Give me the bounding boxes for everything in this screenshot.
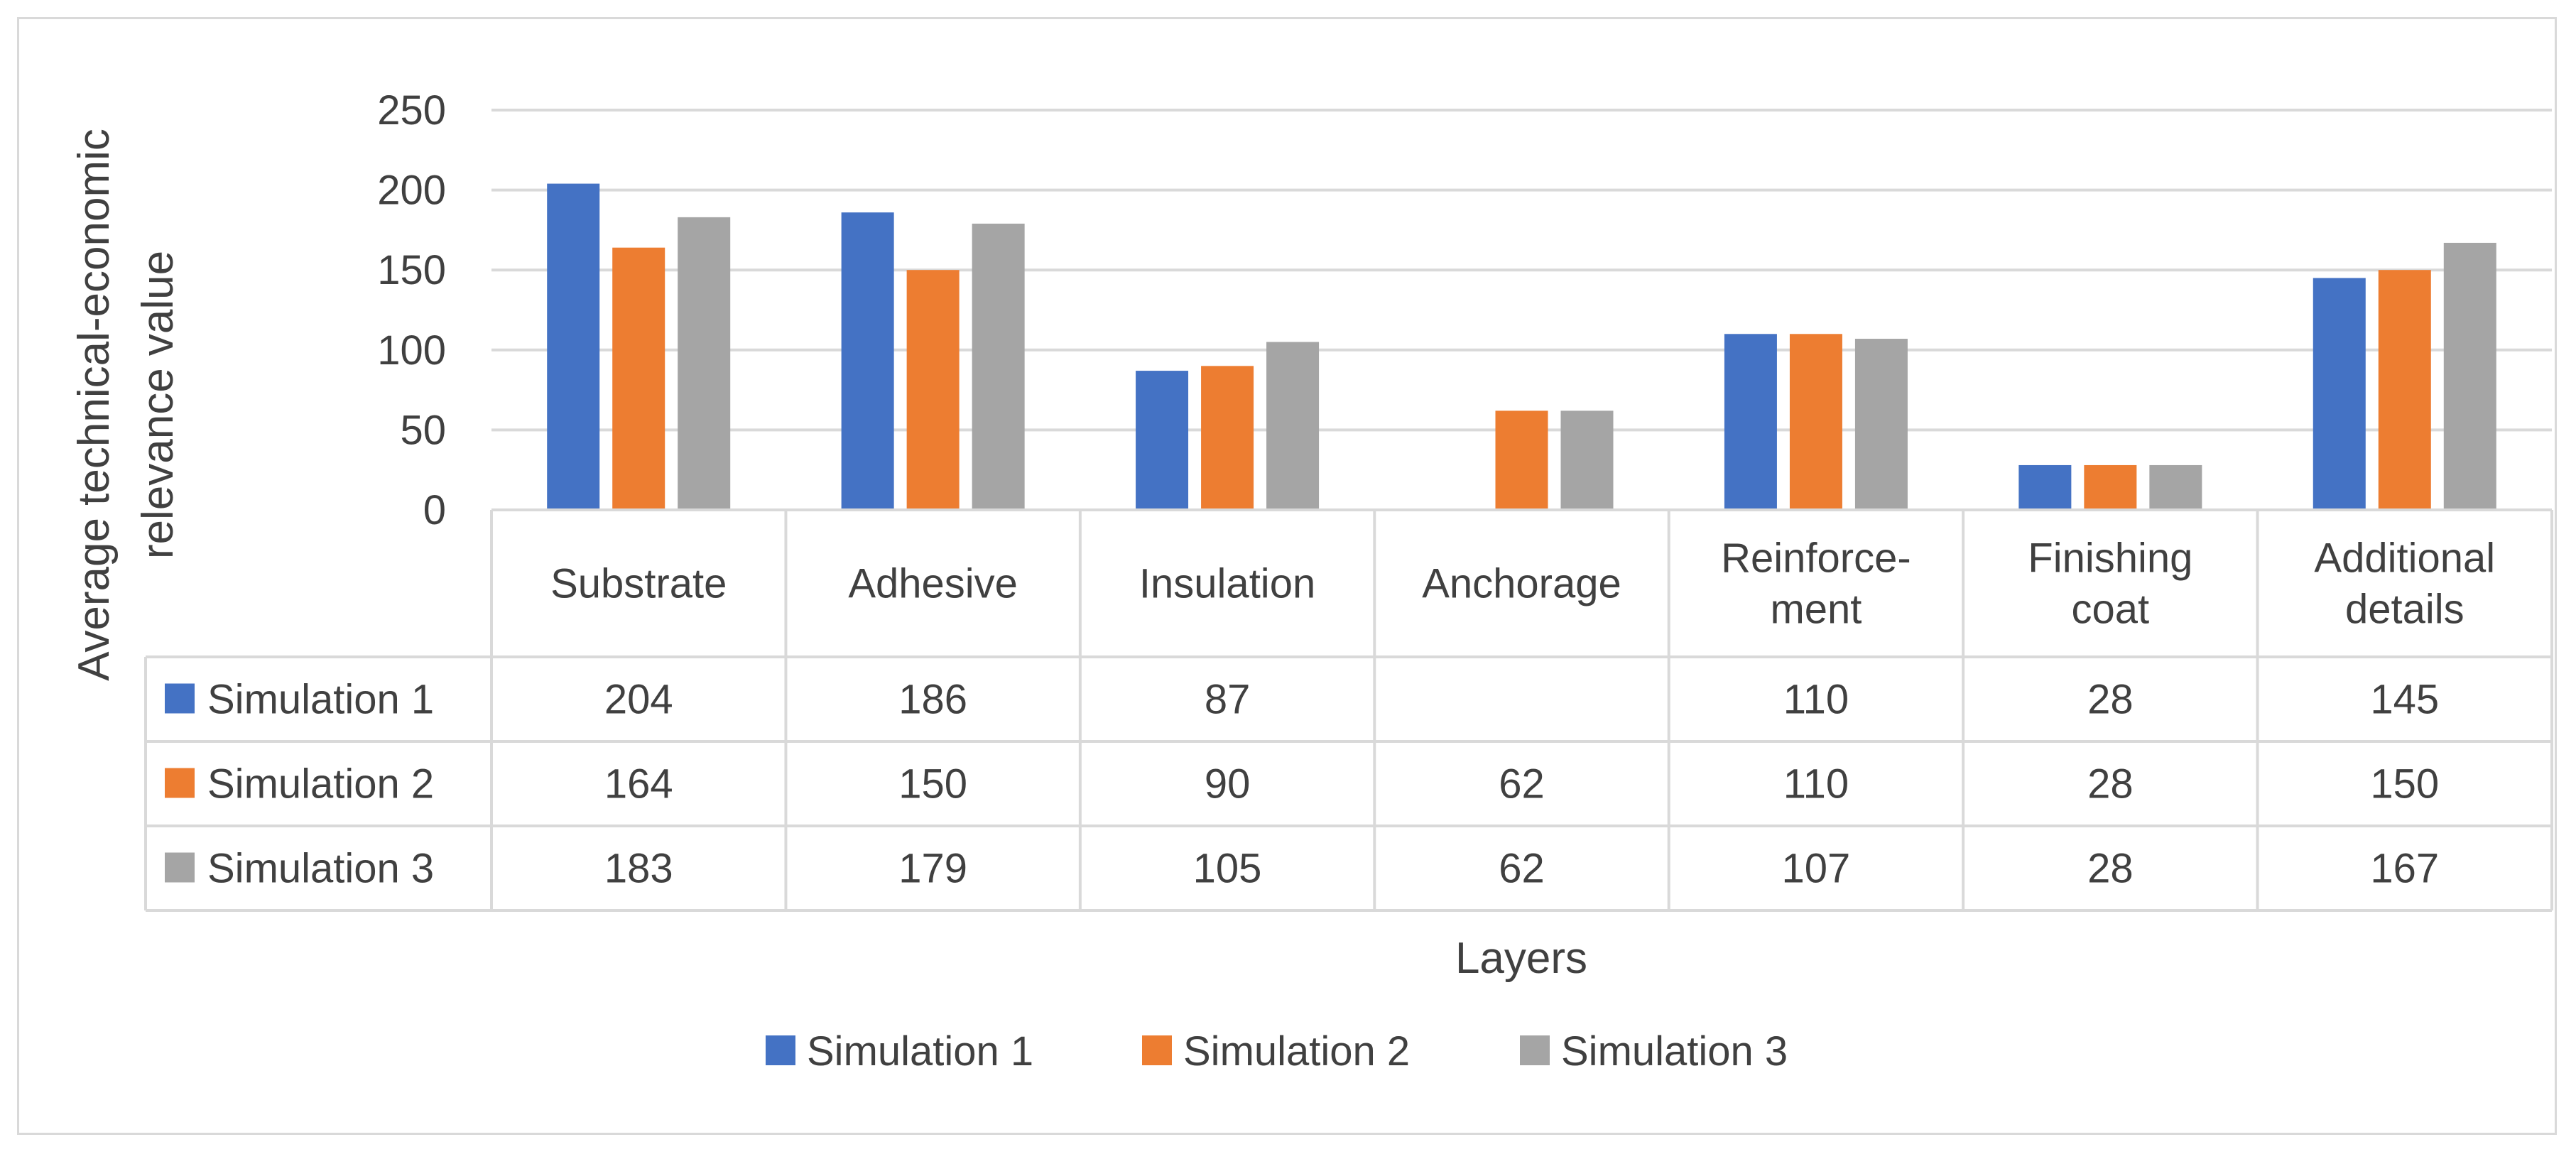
bar-simulation-2-substrate	[612, 247, 665, 510]
x-tick-label: ment	[1770, 587, 1862, 633]
bar-simulation-2-additional-details	[2378, 270, 2431, 510]
y-tick-label: 200	[377, 168, 446, 214]
chart-frame	[17, 17, 2557, 1135]
y-axis-title: relevance value	[134, 251, 183, 559]
table-cell-value: 87	[1205, 677, 1251, 723]
bar-simulation-2-adhesive	[906, 270, 960, 510]
table-cell-value: 167	[2370, 846, 2439, 892]
table-cell-value: 150	[898, 761, 967, 807]
bar-simulation-2-reinforce-ment	[1789, 334, 1842, 510]
table-row-label: Simulation 1	[207, 677, 434, 723]
bar-simulation-2-anchorage	[1495, 410, 1548, 510]
table-cell-value: 28	[2087, 846, 2134, 892]
table-cell-value: 150	[2370, 761, 2439, 807]
bar-simulation-1-finishing-coat	[2018, 464, 2072, 510]
table-cell-value: 186	[898, 677, 967, 723]
table-cell-value: 145	[2370, 677, 2439, 723]
y-tick-label: 250	[377, 87, 446, 134]
bar-simulation-2-finishing-coat	[2084, 464, 2137, 510]
table-cell-value: 164	[604, 761, 673, 807]
bar-simulation-1-reinforce-ment	[1724, 334, 1777, 510]
table-cell-value: 62	[1499, 846, 1545, 892]
y-axis-title: Average technical-economic	[70, 129, 119, 681]
x-tick-label: Substrate	[550, 561, 727, 607]
table-row-label: Simulation 2	[207, 761, 434, 807]
table-cell-value: 90	[1205, 761, 1251, 807]
table-cell-value: 110	[1783, 761, 1849, 807]
legend-key-simulation-2	[1142, 1035, 1172, 1065]
table-row-label: Simulation 3	[207, 846, 434, 892]
table-cell-value: 28	[2087, 677, 2134, 723]
bar-simulation-1-additional-details	[2313, 278, 2366, 510]
table-cell-value: 179	[898, 846, 967, 892]
table-cell-value: 107	[1782, 846, 1851, 892]
legend-label: Simulation 1	[807, 1028, 1033, 1074]
y-tick-label: 0	[423, 487, 446, 533]
x-tick-label: Insulation	[1139, 561, 1315, 607]
bar-simulation-1-adhesive	[841, 212, 894, 510]
legend-label: Simulation 3	[1561, 1028, 1788, 1074]
x-tick-label: coat	[2072, 587, 2150, 633]
x-tick-label: Finishing	[2028, 535, 2192, 582]
table-cell-value: 105	[1193, 846, 1262, 892]
legend-key-simulation-3	[1520, 1035, 1550, 1065]
table-legend-key-simulation-2	[165, 768, 195, 798]
y-tick-label: 100	[377, 327, 446, 374]
bar-simulation-3-reinforce-ment	[1854, 339, 1908, 510]
bar-simulation-3-adhesive	[972, 223, 1025, 510]
x-tick-label: Anchorage	[1422, 561, 1621, 607]
legend-key-simulation-1	[766, 1035, 795, 1065]
table-cell-value: 110	[1783, 677, 1849, 723]
y-tick-label: 50	[400, 407, 446, 453]
table-legend-key-simulation-1	[165, 683, 195, 714]
x-axis-title: Layers	[1455, 934, 1587, 983]
bar-simulation-2-insulation	[1201, 366, 1254, 510]
table-cell-value: 62	[1499, 761, 1545, 807]
table-cell-value: 183	[604, 846, 673, 892]
bar-simulation-3-additional-details	[2443, 242, 2496, 510]
bar-simulation-3-insulation	[1266, 342, 1320, 510]
bar-simulation-1-substrate	[547, 183, 600, 510]
x-tick-label: Reinforce-	[1721, 535, 1911, 582]
bar-simulation-3-substrate	[678, 217, 731, 510]
bar-simulation-3-anchorage	[1560, 410, 1614, 510]
bar-simulation-1-insulation	[1136, 371, 1189, 510]
legend-label: Simulation 2	[1183, 1028, 1410, 1074]
x-tick-label: Additional	[2314, 535, 2495, 582]
table-cell-value: 28	[2087, 761, 2134, 807]
x-tick-label: Adhesive	[848, 561, 1018, 607]
y-tick-label: 150	[377, 247, 446, 293]
bar-simulation-3-finishing-coat	[2149, 464, 2202, 510]
x-tick-label: details	[2345, 587, 2464, 633]
table-cell-value: 204	[604, 677, 673, 723]
table-legend-key-simulation-3	[165, 852, 195, 883]
